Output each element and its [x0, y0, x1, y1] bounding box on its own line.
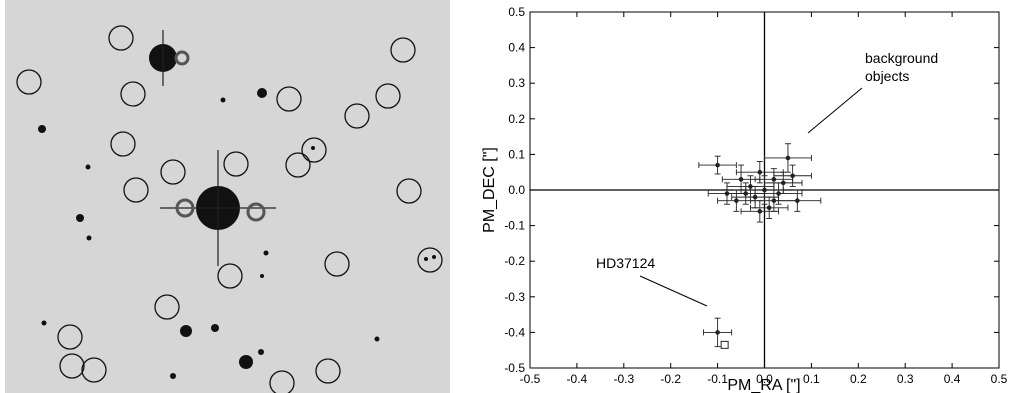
point [738, 177, 744, 182]
x-tick-label: 0.2 [850, 372, 867, 386]
y-tick-label: 0.1 [508, 147, 525, 161]
y-axis-label: PM_DEC ["] [481, 147, 498, 233]
y-tick-label: -0.5 [504, 361, 525, 375]
point [757, 169, 763, 175]
point [748, 184, 753, 189]
x-tick-label: -0.2 [660, 372, 681, 386]
point [790, 173, 795, 179]
point [771, 177, 777, 182]
x-tick-label: -0.4 [567, 372, 588, 386]
y-tick-label: -0.3 [504, 290, 525, 304]
point [776, 191, 781, 196]
point [752, 194, 758, 200]
annotation: HD37124 [596, 255, 655, 271]
diffraction-spikes [160, 30, 276, 266]
leader-line [639, 275, 708, 307]
point [766, 205, 772, 211]
y-tick-label: -0.4 [504, 325, 525, 339]
x-axis-label: PM_RA ["] [727, 377, 800, 393]
point [715, 330, 720, 335]
x-tick-label: -0.1 [707, 372, 728, 386]
y-tick-label: 0.2 [508, 112, 525, 126]
point [780, 180, 786, 186]
point [762, 187, 767, 193]
x-tick-label: -0.5 [520, 372, 541, 386]
y-tick-label: -0.1 [504, 219, 525, 233]
point [757, 209, 763, 214]
y-tick-label: 0.0 [508, 183, 525, 197]
point [724, 191, 730, 196]
ghost-rings [174, 50, 266, 222]
x-tick-label: 0.4 [944, 372, 961, 386]
point [785, 155, 791, 161]
x-tick-label: 0.0 [756, 372, 773, 386]
reference-point [720, 340, 729, 349]
y-tick-label: 0.3 [508, 76, 525, 90]
y-tick-label: -0.2 [504, 254, 525, 268]
annotation: background [865, 50, 938, 66]
point [771, 198, 777, 203]
x-tick-label: 0.5 [991, 372, 1008, 386]
y-tick-label: 0.4 [508, 41, 525, 55]
x-tick-label: 0.3 [897, 372, 914, 386]
sky-image [5, 0, 450, 393]
marked-objects [16, 25, 443, 393]
annotation: objects [865, 68, 909, 84]
point [715, 162, 720, 168]
leader-line [807, 87, 863, 134]
plot: PM_RA ["] PM_DEC ["] background objects … [481, 5, 1008, 393]
point [734, 198, 739, 203]
y-tick-label: 0.5 [508, 5, 525, 19]
x-tick-label: -0.3 [613, 372, 634, 386]
x-tick-label: 0.1 [803, 372, 820, 386]
